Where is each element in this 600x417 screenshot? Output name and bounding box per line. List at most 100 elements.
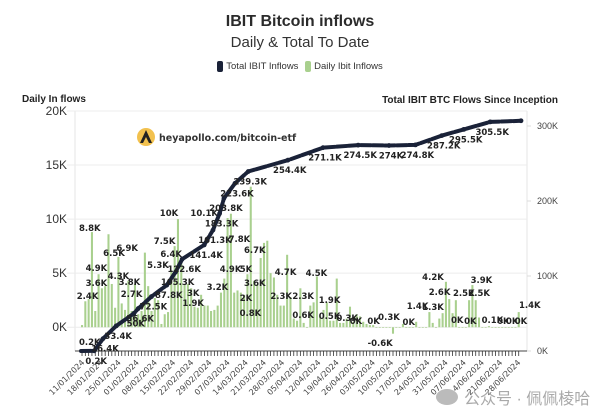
bar-data-label: 2.7K [121, 290, 143, 300]
bar-data-label: 0K [367, 317, 380, 327]
daily-inflow-bar [157, 300, 160, 328]
legend-item-total[interactable]: Total IBIT Inflows [217, 61, 298, 72]
daily-inflow-bar [276, 294, 279, 328]
total-inflows-point [245, 169, 251, 174]
left-axis-tick-label: 15K [46, 158, 67, 172]
legend: Total IBIT Inflows Daily Ibit Inflows [0, 61, 600, 75]
bar-data-label: 3.2K [207, 283, 229, 293]
legend-item-daily[interactable]: Daily Ibit Inflows [305, 61, 383, 72]
daily-inflow-bar [150, 311, 153, 328]
total-inflows-point [386, 143, 392, 148]
daily-inflow-bar [444, 281, 447, 328]
daily-inflow-bar [94, 311, 97, 328]
line-data-label: 72.5K [140, 303, 168, 313]
daily-inflow-bar [358, 316, 361, 328]
daily-inflow-bar [140, 311, 143, 328]
total-inflows-point [201, 242, 207, 248]
daily-inflow-bar [322, 309, 325, 328]
line-data-label: 50K [127, 320, 146, 330]
left-axis-tick-label: 0K [52, 320, 67, 334]
right-axis-tick-label: 0K [537, 346, 548, 356]
bar-data-label: 2.3K [292, 292, 314, 302]
daily-inflow-bar [428, 312, 431, 328]
total-inflows-point [232, 180, 238, 186]
daily-inflow-bar [272, 277, 275, 328]
daily-inflow-bar [497, 327, 500, 328]
daily-inflow-bar [239, 292, 242, 328]
total-inflows-point [131, 311, 137, 316]
daily-inflow-bar [309, 305, 312, 328]
left-axis-tick-label: 20K [46, 104, 67, 118]
daily-inflow-bar [233, 292, 236, 328]
bar-data-label: 1.4K [519, 301, 541, 311]
daily-inflow-bar [256, 283, 259, 328]
bar-data-label: 6.4K [160, 250, 182, 260]
chart-subtitle: Daily & Total To Date [230, 34, 370, 51]
daily-inflow-bar [451, 313, 454, 328]
bar-data-label: 7.8K [229, 235, 251, 245]
bar-data-label: 0.5K [319, 312, 341, 322]
daily-inflow-bar [114, 307, 117, 328]
bar-data-label: 0K [403, 318, 416, 328]
total-inflows-point [217, 211, 223, 216]
bar-data-label: 0.8K [240, 309, 262, 319]
bar-data-label: 4.9K [86, 264, 108, 274]
footer-watermark-text: 公众号 · 佩佩棱哈 [464, 391, 591, 408]
total-inflows-point [173, 269, 179, 275]
daily-inflow-bar [302, 322, 305, 328]
daily-inflow-bar [170, 269, 173, 328]
line-data-label: 56.6K [126, 315, 154, 325]
daily-inflow-bar [491, 327, 494, 328]
daily-inflow-bar [143, 252, 146, 328]
daily-inflow-bar [425, 327, 428, 328]
total-inflows-point [461, 126, 467, 132]
daily-inflow-bar [259, 258, 262, 328]
line-data-label: 161.3K [198, 236, 232, 246]
daily-inflow-bar [292, 318, 295, 328]
bar-data-label: 1.9K [182, 299, 204, 309]
right-axis-tick-label: 200K [537, 196, 558, 206]
line-data-label: 239.3K [233, 178, 267, 188]
line-data-label: 141.4K [189, 251, 223, 261]
left-axis-tick-label: 10K [46, 212, 67, 226]
daily-inflow-bar [282, 305, 285, 328]
bar-data-label: 2.5K [453, 289, 475, 299]
daily-inflow-bar [431, 322, 434, 328]
bar-data-label: 1.4K [407, 302, 429, 312]
daily-inflow-bar [167, 312, 170, 328]
bar-data-label: 3.9K [471, 276, 493, 286]
daily-inflow-bar [180, 258, 183, 328]
bar-data-label: 2.5K [468, 289, 490, 299]
daily-inflow-bar [286, 254, 289, 328]
total-inflows-point [135, 306, 141, 311]
line-data-label: 274.8K [401, 151, 435, 161]
legend-label-total: Total IBIT Inflows [226, 61, 299, 72]
daily-inflow-bar [348, 306, 352, 328]
daily-inflow-bar [253, 280, 256, 328]
daily-inflow-bar [388, 327, 391, 328]
bar-data-label: 0.3K [378, 313, 400, 323]
line-data-label: 287.2K [427, 142, 461, 152]
daily-inflow-bar [335, 278, 338, 328]
daily-inflow-bar [504, 327, 507, 328]
line-data-label: 223.6K [220, 189, 254, 199]
daily-inflow-bar [511, 327, 514, 328]
daily-inflow-bar [517, 312, 520, 328]
daily-inflow-bar [339, 322, 342, 328]
daily-inflow-bar [362, 321, 365, 328]
line-data-label: 105.3K [161, 278, 195, 288]
daily-inflow-bar [196, 307, 199, 328]
daily-inflow-bar [401, 323, 404, 328]
bar-data-label: 4.5K [306, 269, 328, 279]
daily-inflow-bar [163, 314, 166, 328]
daily-inflow-bar [226, 218, 229, 328]
apollo-watermark-text: heyapollo.com/bitcoin-etf [159, 133, 297, 144]
bar-data-label: 4.7K [275, 268, 297, 278]
daily-inflow-bar [345, 318, 348, 328]
daily-inflow-bar [355, 314, 358, 328]
daily-inflow-bar [190, 288, 193, 328]
daily-inflow-bar [494, 327, 497, 328]
daily-inflow-bar [173, 246, 176, 328]
bar-data-label: 0K [506, 317, 519, 327]
